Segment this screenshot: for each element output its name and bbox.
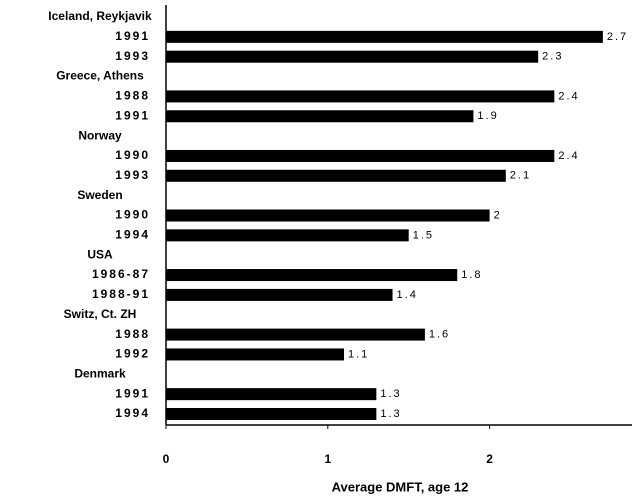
y-tick-label: 1991	[115, 108, 150, 122]
bar	[166, 169, 506, 182]
bar	[166, 30, 603, 43]
y-tick-label: 1988	[115, 89, 150, 103]
y-tick-label: 1991	[115, 386, 150, 400]
value-label: 1.8	[461, 269, 482, 281]
x-axis-label: Average DMFT, age 12	[332, 479, 469, 494]
bar	[166, 269, 458, 282]
y-tick-label: 1988	[115, 327, 150, 341]
y-tick-label: 1993	[115, 168, 150, 182]
y-tick-label: 1991	[115, 29, 150, 43]
group-label: Norway	[78, 128, 122, 142]
value-label: 2.4	[558, 90, 579, 102]
bar	[166, 229, 409, 242]
bar	[166, 209, 490, 222]
y-tick-label: 1994	[115, 228, 150, 242]
value-label: 1.9	[477, 110, 498, 122]
value-label: 1.6	[429, 329, 450, 341]
bar	[166, 288, 393, 301]
bar	[166, 110, 474, 123]
bar	[166, 149, 555, 162]
y-tick-label: 1992	[115, 347, 150, 361]
y-tick-label: 1994	[115, 406, 150, 420]
y-tick-label: 1990	[115, 148, 150, 162]
value-label: 2.3	[542, 51, 563, 63]
y-tick-label: 1990	[115, 208, 150, 222]
value-label: 1.5	[413, 229, 434, 241]
group-label: USA	[87, 247, 113, 261]
value-label: 2	[494, 209, 502, 221]
value-label: 1.1	[348, 348, 369, 360]
value-label: 2.4	[558, 150, 579, 162]
value-label: 1.3	[380, 388, 401, 400]
bar	[166, 348, 344, 361]
x-tick-label: 1	[324, 452, 331, 466]
x-tick-label: 0	[163, 452, 170, 466]
bar	[166, 50, 539, 63]
bar	[166, 388, 377, 401]
value-label: 1.3	[380, 408, 401, 420]
bar	[166, 90, 555, 103]
group-label: Denmark	[74, 366, 126, 380]
group-label: Sweden	[77, 188, 122, 202]
x-tick-label: 2	[486, 452, 493, 466]
group-label: Greece, Athens	[56, 69, 144, 83]
bar	[166, 408, 377, 420]
value-label: 2.7	[607, 31, 628, 43]
value-label: 2.1	[510, 170, 531, 182]
y-tick-label: 1993	[115, 49, 150, 63]
value-label: 1.4	[397, 289, 418, 301]
group-label: Iceland, Reykjavik	[48, 9, 152, 23]
y-tick-label: 1988-91	[92, 287, 150, 301]
group-label: Switz, Ct. ZH	[64, 307, 137, 321]
bar	[166, 328, 425, 341]
y-tick-label: 1986-87	[92, 267, 150, 281]
